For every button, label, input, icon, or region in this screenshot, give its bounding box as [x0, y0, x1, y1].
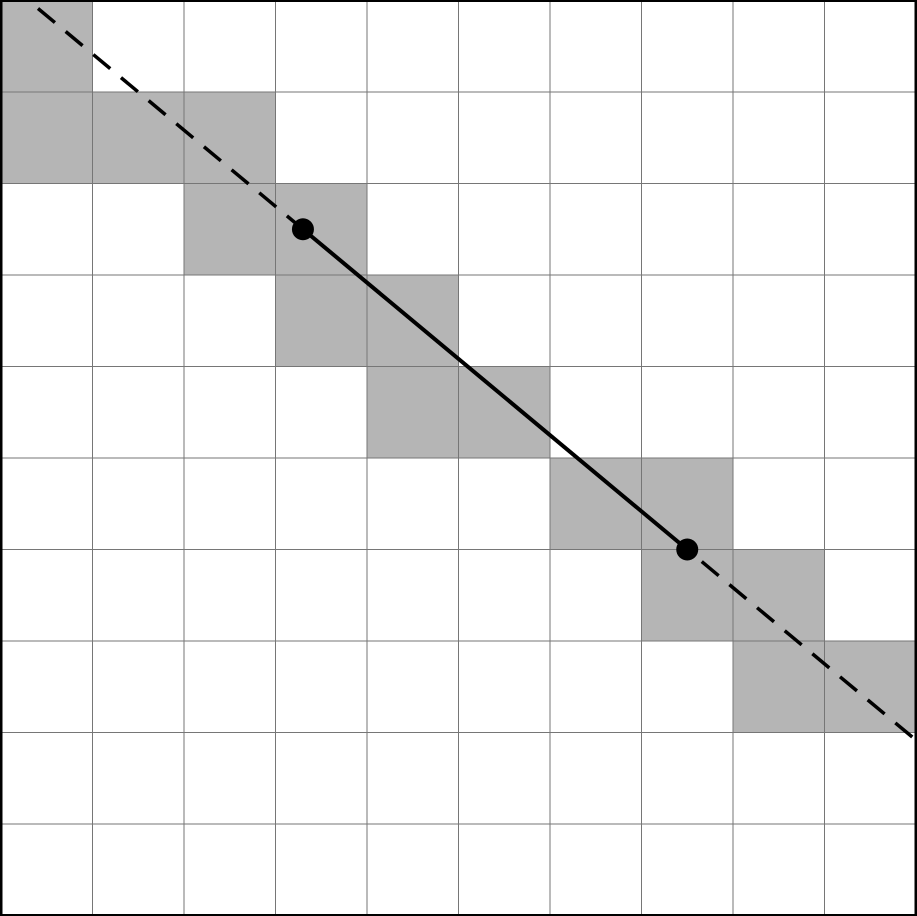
grid-raster-diagram — [0, 0, 917, 916]
diagram-svg — [0, 0, 917, 916]
